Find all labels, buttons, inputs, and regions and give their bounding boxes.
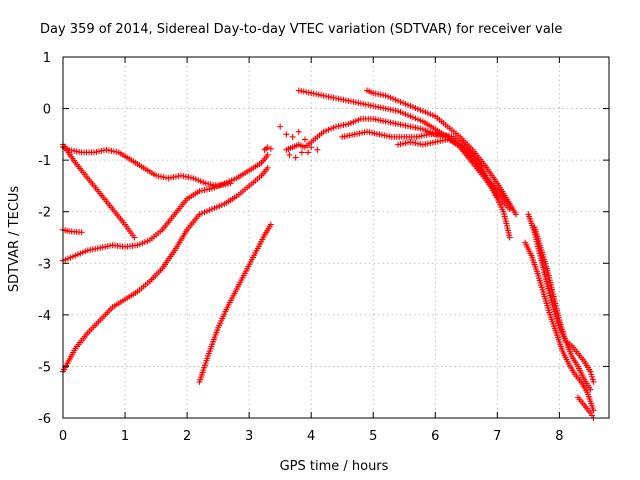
scattered-point	[298, 149, 305, 156]
y-tick-label: -2	[38, 206, 51, 221]
track-14-point	[588, 371, 595, 378]
track-12-point	[506, 200, 513, 207]
grid-lines	[63, 57, 609, 418]
y-axis-label: SDTVAR / TECUs	[7, 186, 22, 293]
y-tick-label: 1	[43, 51, 51, 66]
y-tick-label: 0	[43, 103, 51, 118]
scattered-point	[295, 128, 302, 135]
y-tick-label: -5	[38, 360, 51, 375]
track-3-point	[78, 229, 85, 236]
chart-title: Day 359 of 2014, Sidereal Day-to-day VTE…	[40, 22, 562, 37]
track-6-point	[267, 221, 274, 228]
track-7-point	[267, 145, 274, 152]
track-2-point	[131, 234, 138, 241]
track-11-point	[506, 234, 513, 241]
x-tick-label: 4	[307, 429, 315, 444]
x-tick-label: 3	[245, 429, 253, 444]
scattered-point	[308, 144, 315, 151]
track-14-point	[588, 373, 595, 380]
scattered-point	[314, 146, 321, 153]
scattered-point	[289, 133, 296, 140]
track-10-point	[512, 211, 519, 218]
scattered-point	[277, 123, 284, 130]
x-tick-label: 6	[431, 429, 439, 444]
x-axis-label: GPS time / hours	[280, 459, 389, 474]
scattered-point	[301, 136, 308, 143]
data-points	[60, 87, 597, 421]
y-tick-label: -1	[38, 154, 51, 169]
track-7-point	[264, 144, 271, 151]
x-tick-label: 0	[59, 429, 67, 444]
track-5-point	[264, 164, 271, 171]
y-tick-label: -3	[38, 257, 51, 272]
scattered-point	[292, 154, 299, 161]
x-tick-label: 8	[555, 429, 563, 444]
track-14-point	[590, 378, 597, 385]
scattered-point	[286, 151, 293, 158]
scattered-point	[283, 131, 290, 138]
x-tick-label: 5	[369, 429, 377, 444]
track-15-point	[587, 386, 594, 393]
y-tick-labels: 1 0 -1 -2 -3 -4 -5 -6	[38, 51, 51, 427]
axis-ticks	[62, 56, 609, 419]
track-14-point	[589, 376, 596, 383]
track-4-point	[264, 151, 271, 158]
x-tick-label: 2	[183, 429, 191, 444]
x-tick-label: 7	[493, 429, 501, 444]
scattered-point	[305, 149, 312, 156]
x-tick-labels: 0 1 2 3 4 5 6 7 8	[59, 429, 564, 444]
y-tick-label: -6	[38, 412, 51, 427]
x-tick-label: 1	[121, 429, 129, 444]
plot-frame	[62, 56, 610, 419]
track-14-point	[587, 368, 594, 375]
track-13-point	[590, 407, 597, 414]
y-tick-label: -4	[38, 309, 51, 324]
